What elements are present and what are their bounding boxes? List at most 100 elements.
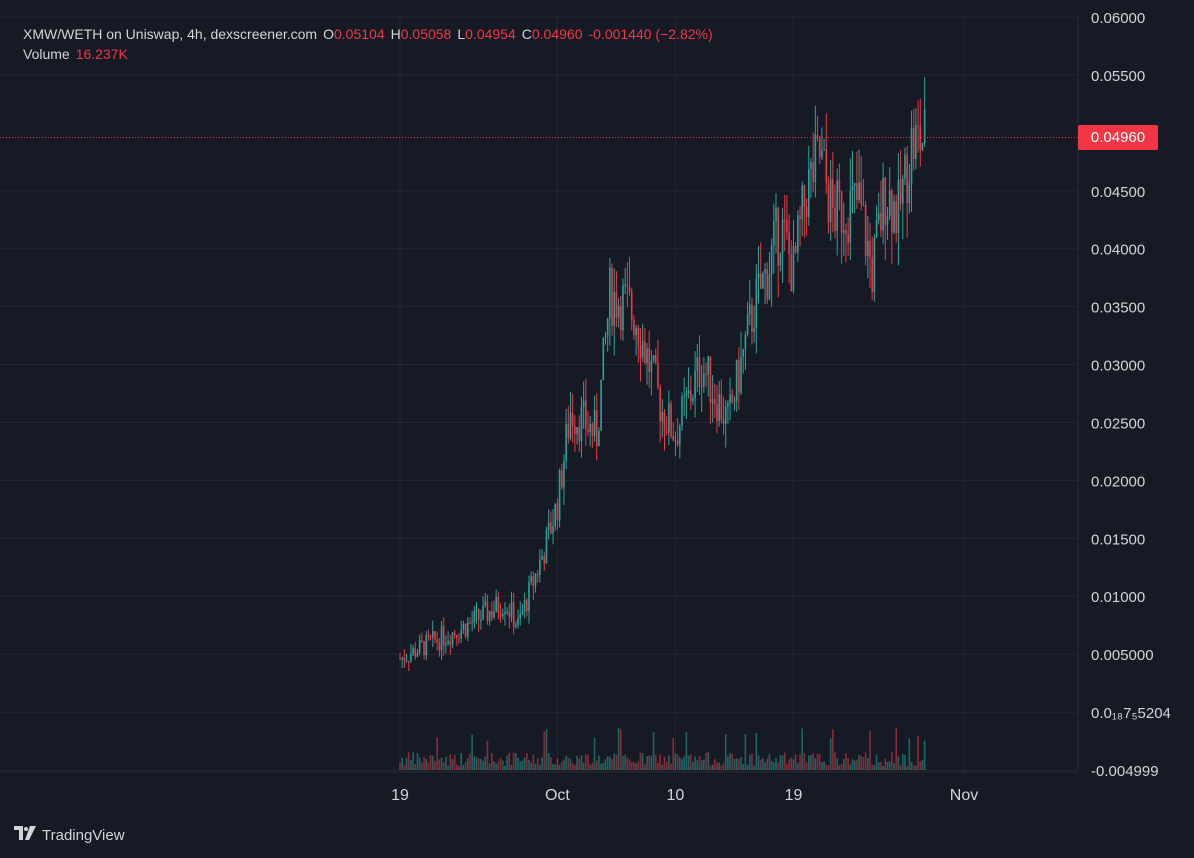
volume-bar (471, 734, 473, 770)
candle-body (783, 219, 786, 221)
candle-body (473, 611, 476, 623)
volume-bar (816, 753, 819, 770)
candle-body (635, 327, 637, 336)
candle-body (915, 125, 917, 159)
volume-bar (687, 755, 690, 770)
candle-body (504, 612, 506, 615)
volume-bar (506, 755, 508, 770)
volume-bar (488, 763, 491, 770)
volume-bar (893, 763, 895, 770)
volume-bar (871, 764, 873, 770)
volume-bar (473, 756, 476, 770)
candle-body (744, 334, 747, 350)
volume-bar (630, 762, 633, 770)
volume-bar (580, 755, 583, 770)
candle-body (578, 427, 581, 442)
volume-bar (895, 727, 898, 770)
volume-bars (399, 727, 926, 770)
candle-body (720, 394, 723, 420)
volume-bar (670, 763, 672, 770)
volume-bar (681, 758, 683, 770)
volume-bar (484, 756, 487, 770)
candlestick-series[interactable] (399, 77, 926, 672)
candle-body (587, 429, 589, 432)
candle-body (814, 134, 817, 183)
candle-body (429, 636, 432, 638)
candle-body (694, 371, 696, 399)
candle-body (469, 622, 471, 624)
candle-body (781, 219, 784, 253)
volume-bar (449, 754, 452, 770)
volume-bar (528, 759, 530, 770)
volume-bar (727, 756, 729, 770)
volume-bar (744, 734, 747, 770)
volume-bar (515, 753, 517, 770)
volume-bar (425, 759, 428, 770)
volume-bar (624, 754, 626, 770)
volume-bar (626, 757, 629, 770)
volume-bar (919, 761, 922, 770)
candle-body (619, 305, 622, 331)
candle-body (766, 269, 769, 300)
volume-bar (755, 732, 758, 770)
candle-body (773, 221, 775, 246)
candle-body (445, 643, 447, 646)
candle-body (456, 634, 458, 639)
volume-bar (462, 764, 465, 770)
candle-body (847, 234, 849, 243)
candle-body (543, 556, 546, 564)
tradingview-branding[interactable]: TradingView (14, 826, 125, 845)
volume-bar (587, 754, 589, 770)
volume-bar (405, 758, 408, 770)
candle-body (425, 634, 428, 656)
volume-bar (888, 761, 891, 770)
candle-body (515, 625, 517, 627)
volume-bar (735, 758, 738, 770)
candle-body (591, 424, 594, 436)
volume-bar (768, 753, 771, 770)
candle-body (823, 149, 825, 151)
volume-bar (657, 763, 659, 770)
low-label: L (457, 26, 466, 42)
x-axis[interactable]: 19 Oct 10 19 Nov (391, 787, 978, 804)
volume-bar (401, 757, 403, 770)
volume-bar (753, 765, 755, 770)
candle-body (753, 328, 755, 333)
candle-body (845, 230, 847, 235)
volume-bar (906, 765, 908, 770)
candle-body (466, 622, 469, 637)
candle-body (654, 355, 657, 363)
volume-bar (633, 762, 635, 770)
candle-body (842, 230, 845, 233)
candle-body (862, 204, 865, 206)
volume-bar (740, 757, 742, 770)
y-axis[interactable]: 0.06000 0.05500 0.04500 0.04000 0.03500 0.030… (1091, 10, 1171, 780)
candle-body (709, 356, 712, 404)
volume-bar (707, 752, 710, 770)
volume-bar (801, 728, 804, 770)
volume-bar (497, 761, 500, 770)
candle-body (751, 304, 753, 333)
candle-body (508, 611, 511, 617)
candle-body (661, 412, 664, 422)
volume-bar (604, 759, 607, 770)
volume-bar (438, 759, 441, 770)
candle-body (416, 652, 419, 657)
volume-bar (886, 761, 889, 770)
candle-body (908, 183, 911, 204)
candle-body (506, 611, 508, 613)
volume-bar (410, 760, 412, 770)
volume-bar (589, 764, 591, 770)
volume-bar (742, 764, 745, 770)
volume-bar (845, 752, 847, 770)
x-tick-label: 19 (391, 787, 409, 804)
y-tick-label: 0.005000 (1091, 647, 1154, 664)
candle-body (919, 126, 922, 150)
volume-bar (606, 756, 609, 770)
volume-bar (821, 762, 823, 770)
candle-body (434, 631, 436, 640)
volume-bar (635, 763, 637, 770)
volume-bar (648, 755, 651, 770)
candle-body (512, 602, 515, 627)
